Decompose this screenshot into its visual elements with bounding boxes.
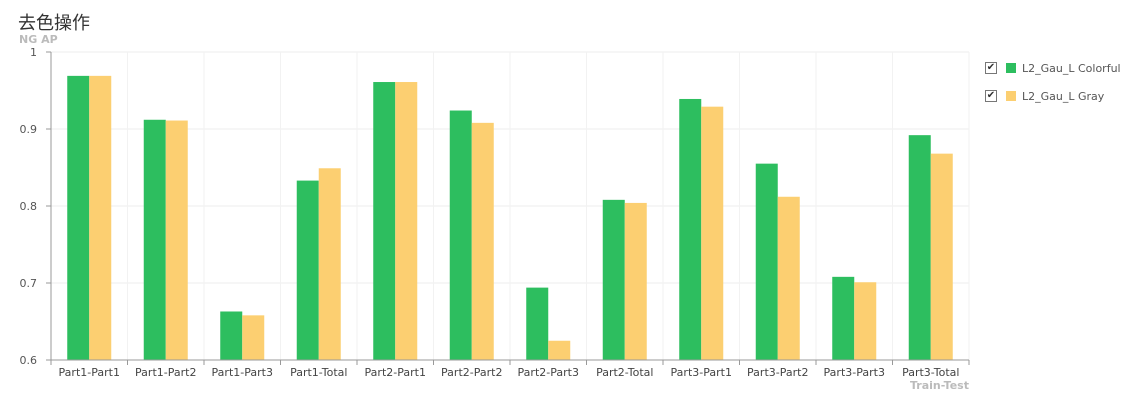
bar-colorful (602, 199, 625, 360)
y-tick-label: 0.9 (20, 123, 38, 136)
bar-gray (165, 120, 188, 360)
x-tick-label: Part3-Part1 (671, 366, 732, 379)
bar-colorful (679, 98, 702, 360)
chart-title: 去色操作 (18, 13, 90, 34)
x-tick-label: Part1-Part2 (135, 366, 196, 379)
x-tick-label: Part1-Part1 (59, 366, 120, 379)
bar-gray (854, 282, 877, 360)
bar-gray (701, 106, 724, 360)
y-tick-label: 0.6 (20, 354, 38, 367)
x-tick-label: Part2-Part2 (441, 366, 502, 379)
bar-gray (89, 75, 112, 361)
bar-colorful (449, 110, 472, 361)
bar-colorful (908, 135, 931, 360)
x-axis-title: Train-Test (910, 379, 969, 392)
bar-colorful (373, 82, 396, 360)
bar-colorful (220, 311, 243, 360)
x-tick-label: Part3-Total (902, 366, 959, 379)
legend-item-gray[interactable]: ✔ L2_Gau_L Gray (985, 86, 1130, 106)
x-tick-label: Part2-Total (596, 366, 653, 379)
x-tick-label: Part1-Part3 (212, 366, 273, 379)
bar-colorful (296, 180, 319, 360)
y-tick-label: 0.8 (20, 200, 38, 213)
bar-colorful (67, 75, 90, 361)
bar-gray (471, 122, 494, 360)
y-axis-title: NG AP (19, 33, 58, 46)
x-tick-label: Part1-Total (290, 366, 347, 379)
x-tick-label: Part2-Part1 (365, 366, 426, 379)
bar-gray (930, 153, 953, 360)
x-tick-label: Part3-Part3 (824, 366, 885, 379)
legend-swatch-colorful (1006, 63, 1016, 73)
y-tick-label: 1 (30, 46, 37, 59)
legend-label-gray: L2_Gau_L Gray (1022, 89, 1105, 103)
bar-gray (318, 168, 341, 360)
bar-gray (395, 82, 418, 360)
legend-checkbox-gray[interactable]: ✔ (985, 90, 997, 102)
bar-colorful (526, 287, 549, 360)
bar-colorful (832, 276, 855, 360)
legend-checkbox-colorful[interactable]: ✔ (985, 62, 997, 74)
legend-label-colorful: L2_Gau_L Colorful (1022, 61, 1121, 75)
bar-gray (624, 202, 647, 360)
bar-colorful (143, 119, 166, 360)
bar-gray (548, 340, 571, 360)
legend-swatch-gray (1006, 91, 1016, 101)
bar-colorful (755, 163, 778, 360)
y-tick-label: 0.7 (20, 277, 38, 290)
legend-item-colorful[interactable]: ✔ L2_Gau_L Colorful (985, 58, 1130, 78)
bar-gray (777, 196, 800, 360)
x-tick-label: Part2-Part3 (518, 366, 579, 379)
x-tick-label: Part3-Part2 (747, 366, 808, 379)
bar-gray (242, 315, 265, 360)
